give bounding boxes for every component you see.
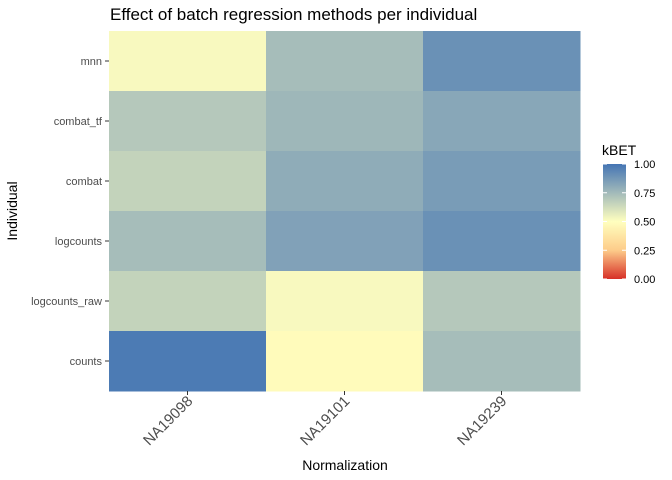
legend-tick-label: 0.75 [634,188,655,200]
heatmap-cell [266,91,424,152]
legend-ticks: 1.00 0.75 0.50 0.25 0.00 [603,159,655,286]
heatmap-cell [109,91,267,152]
y-tick-label: counts [70,356,103,368]
heatmap-cell [266,151,424,212]
heatmap-cell [423,271,581,332]
heatmap-cell [266,211,424,272]
y-axis-title: Individual [4,181,20,240]
heatmap-cell [423,151,581,212]
y-tick-label: combat [66,176,102,188]
chart-title: Effect of batch regression methods per i… [110,5,477,24]
legend: kBET 1.00 0.75 0.50 0.25 0.00 [602,142,655,286]
legend-colorbar [603,164,626,279]
legend-tick-label: 0.00 [634,274,655,286]
y-tick-label: logcounts [55,236,103,248]
y-tick-label: logcounts_raw [31,296,102,308]
heatmap-cell [266,31,424,92]
heatmap-cell [266,271,424,332]
x-tick-label: NA19101 [297,393,353,449]
x-axis-ticks: NA19098 NA19101 NA19239 [140,391,510,449]
heatmap-cell [266,331,424,392]
x-tick-label: NA19098 [140,393,196,449]
x-axis-title: Normalization [302,457,388,473]
y-tick-label: mnn [81,56,102,68]
heatmap-cell [109,211,267,272]
heatmap-cell [109,271,267,332]
heatmap-cell [109,331,267,392]
legend-tick-label: 0.50 [634,217,655,229]
legend-title: kBET [602,142,637,158]
x-tick-label: NA19239 [454,393,510,449]
heatmap-cells [109,31,581,392]
legend-tick-label: 1.00 [634,159,655,171]
heatmap-cell [109,151,267,212]
legend-tick-label: 0.25 [634,245,655,257]
heatmap-cell [109,31,267,92]
heatmap-cell [423,91,581,152]
y-tick-label: combat_tf [54,116,103,128]
heatmap-cell [423,211,581,272]
heatmap-cell [423,331,581,392]
heatmap-cell [423,31,581,92]
